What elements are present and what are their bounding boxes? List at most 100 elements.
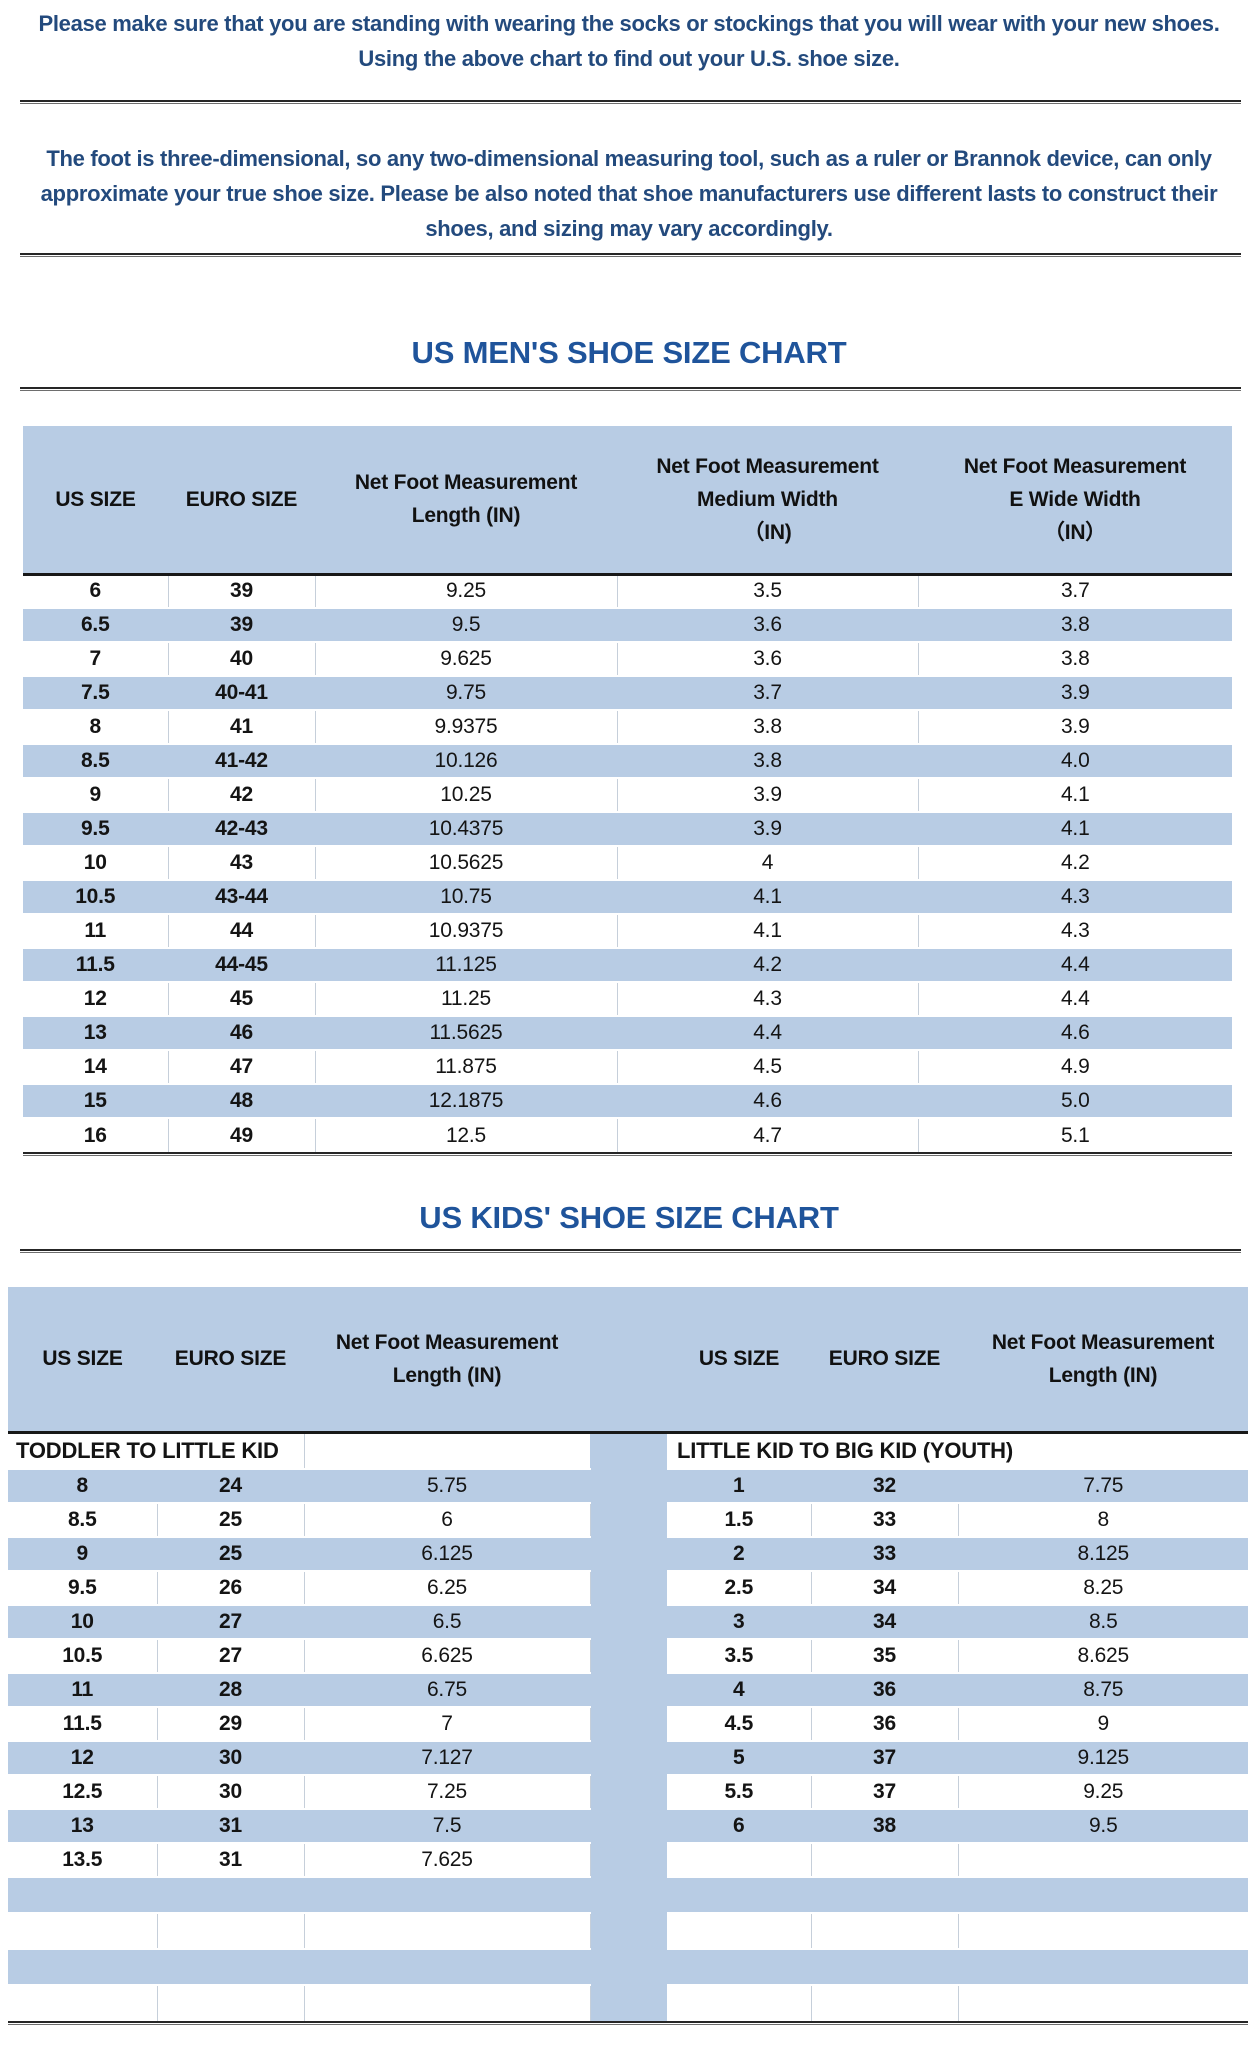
table-cell: 36: [811, 1707, 959, 1741]
table-cell: 36: [811, 1672, 959, 1708]
table-row: 7.5 40-41 9.75 3.7 3.9: [23, 675, 1232, 711]
table-cell: 6.125: [304, 1536, 591, 1572]
table-cell: 3.8: [617, 743, 919, 779]
table-cell: 12.5: [315, 1118, 618, 1152]
table-cell: 8.125: [958, 1536, 1248, 1572]
group-label-youth: LITTLE KID TO BIG KID (YOUTH): [667, 1432, 1248, 1469]
table-cell: [958, 1985, 1248, 2021]
table-row: 9.5 26 6.25 2.5 34 8.25: [8, 1571, 1248, 1605]
table-cell: [811, 1843, 959, 1877]
table-cell: 30: [157, 1775, 305, 1809]
divider: [8, 2021, 1248, 2025]
table-cell: 33: [811, 1503, 959, 1537]
table-cell: [157, 1876, 305, 1914]
table-cell: 10: [8, 1604, 158, 1640]
table-row: 9.5 42-43 10.4375 3.9 4.1: [23, 811, 1232, 847]
table-cell: 6.625: [304, 1639, 591, 1673]
table-cell: 10: [23, 846, 169, 880]
text-line: shoes, and sizing may vary accordingly.: [425, 216, 833, 241]
table-cell: [958, 1948, 1248, 1986]
table-cell: 43: [168, 846, 316, 880]
table-cell: [304, 1432, 590, 1469]
spacer-cell: [590, 1639, 667, 1673]
spacer-cell: [590, 1913, 667, 1949]
table-cell: 5: [667, 1740, 812, 1776]
spacer-cell: [590, 1949, 667, 1985]
table-cell: 4.3: [617, 982, 919, 1016]
table-cell: 4.1: [918, 811, 1232, 847]
table-cell: 9.625: [315, 642, 618, 676]
table-cell: 12.1875: [315, 1083, 618, 1119]
table-cell: 8.625: [1077, 1644, 1130, 1667]
table-cell: 46: [168, 1015, 316, 1051]
column-header: EURO SIZE: [168, 426, 315, 576]
spacer-cell: [590, 1775, 667, 1809]
table-cell: 8.25: [1083, 1576, 1124, 1599]
table-cell: 27: [157, 1639, 305, 1673]
table-row: 10.5 43-44 10.75 4.1 4.3: [23, 879, 1232, 915]
table-cell: 7: [23, 642, 169, 676]
table-cell: 4.1: [1060, 783, 1090, 806]
table-cell: 48: [168, 1083, 316, 1119]
table-cell: 11: [8, 1672, 158, 1708]
table-cell: [667, 1843, 812, 1877]
table-cell: 31: [157, 1843, 305, 1877]
table-cell: 26: [157, 1571, 305, 1605]
table-cell: 4.3: [1060, 919, 1090, 942]
table-cell: 4.2: [1060, 851, 1090, 874]
table-row: [8, 1913, 1248, 1949]
table-cell: 3.5: [617, 574, 919, 608]
table-cell: 47: [168, 1050, 316, 1084]
table-row: 16 49 12.5 4.7 5.1: [23, 1118, 1232, 1152]
table-row: 8 24 5.75 1 32 7.75: [8, 1468, 1248, 1504]
table-cell: 12: [23, 982, 169, 1016]
table-row: 11 28 6.75 4 36 8.75: [8, 1672, 1248, 1708]
divider: [20, 253, 1241, 257]
table-row: [8, 1948, 1248, 1986]
spacer-cell: [590, 1469, 667, 1503]
table-cell: 11.875: [315, 1050, 618, 1084]
table-cell: 3.7: [1060, 579, 1090, 603]
spacer-cell: [590, 1605, 667, 1639]
table-row: 7 40 9.625 3.6 3.8: [23, 642, 1232, 676]
table-cell: 4.1: [617, 879, 919, 915]
group-label-toddler: TODDLER TO LITTLE KID: [8, 1432, 305, 1469]
table-cell: 27: [157, 1604, 305, 1640]
table-cell: 41: [168, 710, 316, 744]
table-cell: 39: [168, 607, 316, 643]
table-cell: 14: [23, 1050, 169, 1084]
table-cell: 9.75: [315, 675, 618, 711]
table-cell: 38: [811, 1808, 959, 1844]
table-row: 10 43 10.5625 4 4.2: [23, 846, 1232, 880]
table-cell: 25: [157, 1503, 305, 1537]
table-cell: 32: [811, 1468, 959, 1504]
table-row: 11.5 44-45 11.125 4.2 4.4: [23, 947, 1232, 983]
table-cell: 9.9375: [315, 710, 618, 744]
table-row: 11.5 29 7 4.5 36 9: [8, 1707, 1248, 1741]
header-row: US SIZE EURO SIZE Net Foot Measurement Leng…: [8, 1287, 1248, 1434]
table-cell: [304, 1913, 591, 1949]
table-cell: 34: [811, 1604, 959, 1640]
table-cell: 13.5: [8, 1843, 158, 1877]
table-cell: [958, 1876, 1248, 1914]
table-cell: 3.7: [617, 675, 919, 711]
table-row: 8 41 9.9375 3.8 3.9: [23, 710, 1232, 744]
table-cell: 13: [8, 1808, 158, 1844]
table-cell: 11.25: [315, 982, 618, 1016]
table-cell: 10.4375: [315, 811, 618, 847]
table-row: [8, 1985, 1248, 2021]
table-cell: 37: [811, 1775, 959, 1809]
table-cell: 4.6: [918, 1015, 1232, 1051]
kids-chart-title: US KIDS' SHOE SIZE CHART: [419, 1200, 839, 1235]
divider: [20, 100, 1241, 104]
table-cell: 4.9: [1060, 1055, 1090, 1078]
table-cell: 42: [168, 778, 316, 812]
table-cell: 3.8: [918, 607, 1232, 643]
table-cell: 8.5: [8, 1503, 158, 1537]
mens-table-body: 6 39 9.25 3.5 3.7 6.5 39 9.5 3.6 3.8 7 40 9.625 3.6 3.…: [23, 574, 1232, 1152]
table-cell: 3.9: [1060, 715, 1090, 738]
text-line: The foot is three-dimensional, so any tw…: [46, 146, 1212, 171]
table-cell: 4.4: [617, 1015, 919, 1051]
table-cell: [304, 1985, 591, 2021]
table-cell: 10.126: [315, 743, 618, 779]
